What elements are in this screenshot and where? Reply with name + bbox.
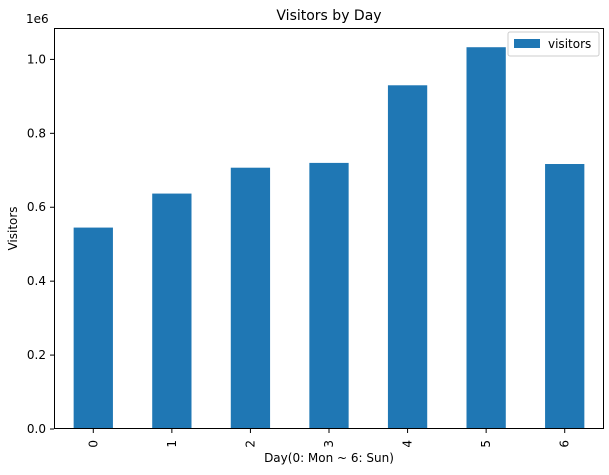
chart-title: Visitors by Day	[276, 8, 381, 24]
bar-6	[545, 164, 585, 429]
y-axis-offset-label: 1e6	[26, 12, 49, 26]
y-tick-label-2: 0.4	[27, 274, 46, 288]
bar-3	[309, 162, 349, 429]
plot-frame	[54, 28, 604, 429]
x-tick-label-6: 6	[558, 440, 572, 448]
x-axis-label: Day(0: Mon ~ 6: Sun)	[264, 451, 394, 465]
legend-label-visitors: visitors	[548, 37, 591, 51]
bar-2	[230, 167, 271, 429]
x-tick-label-0: 0	[86, 440, 100, 448]
y-tick-label-5: 1.0	[27, 52, 46, 66]
x-ticks-group: 0 1 2 3 4 5 6	[86, 429, 572, 448]
y-ticks-group: 0.0 0.2 0.4 0.6 0.8 1.0	[27, 52, 54, 436]
x-tick-label-3: 3	[322, 440, 336, 448]
x-tick-label-5: 5	[479, 440, 493, 448]
y-tick-label-3: 0.6	[27, 200, 46, 214]
legend-box	[507, 31, 600, 57]
bar-4	[387, 85, 428, 430]
y-tick-label-1: 0.2	[27, 348, 46, 362]
x-tick-label-1: 1	[165, 440, 179, 448]
bar-1	[152, 193, 192, 429]
y-tick-label-0: 0.0	[27, 422, 46, 436]
bar-5	[466, 47, 506, 429]
legend: visitors	[507, 31, 600, 57]
x-tick-label-2: 2	[243, 440, 257, 448]
bar-0	[73, 227, 113, 429]
y-axis-label: Visitors	[6, 206, 20, 250]
bars-group	[73, 47, 585, 430]
legend-swatch-visitors	[514, 39, 540, 48]
y-tick-label-4: 0.8	[27, 126, 46, 140]
x-tick-label-4: 4	[401, 440, 415, 448]
